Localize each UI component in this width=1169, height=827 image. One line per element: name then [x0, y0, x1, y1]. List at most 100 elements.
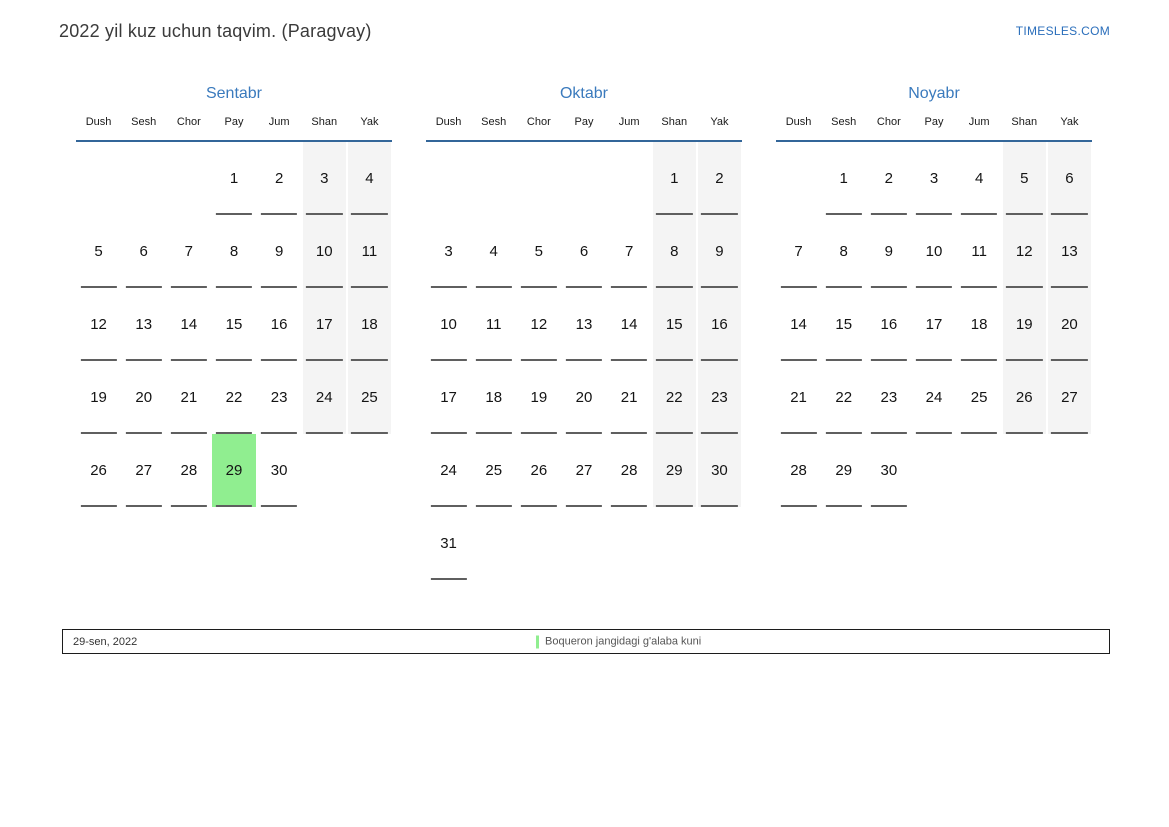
day-sentabr-26: 26 — [77, 434, 120, 507]
day-sentabr-20: 20 — [122, 361, 165, 434]
day-oktabr-31: 31 — [427, 507, 470, 580]
week-row: 24 25 26 27 28 29 30 — [426, 434, 742, 507]
day-sentabr-14: 14 — [167, 288, 210, 361]
day-sentabr-23: 23 — [258, 361, 301, 434]
day-sentabr-4: 4 — [347, 142, 391, 215]
day-noyabr-3: 3 — [912, 142, 955, 215]
day-sentabr-17: 17 — [302, 288, 346, 361]
empty-day-cell — [608, 507, 651, 580]
weekday-label-chor: Chor — [876, 116, 901, 128]
day-oktabr-10: 10 — [427, 288, 470, 361]
day-sentabr-6: 6 — [122, 215, 165, 288]
day-oktabr-5: 5 — [517, 215, 560, 288]
day-oktabr-4: 4 — [472, 215, 515, 288]
weekday-label-shan: Shan — [1011, 116, 1038, 128]
week-row: 26 27 28 29 30 — [76, 434, 392, 507]
day-oktabr-16: 16 — [697, 288, 741, 361]
day-sentabr-18: 18 — [347, 288, 391, 361]
empty-day-cell — [348, 434, 391, 507]
day-oktabr-20: 20 — [562, 361, 605, 434]
weekday-label-chor: Chor — [176, 116, 201, 128]
month-sentabr: Sentabr Dush Sesh Chor Pay Jum Shan Yak 1 2 3 4 5 6 7 8… — [76, 84, 392, 507]
empty-day-cell — [912, 434, 955, 507]
day-sentabr-5: 5 — [77, 215, 120, 288]
footer-event: Boqueron jangidagi g'alaba kuni — [536, 635, 701, 648]
day-noyabr-28: 28 — [777, 434, 820, 507]
weekday-label-jum: Jum — [618, 116, 640, 128]
day-noyabr-10: 10 — [912, 215, 955, 288]
day-oktabr-7: 7 — [608, 215, 651, 288]
day-noyabr-14: 14 — [777, 288, 820, 361]
day-sentabr-21: 21 — [167, 361, 210, 434]
week-row: 10 11 12 13 14 15 16 — [426, 288, 742, 361]
day-oktabr-2: 2 — [697, 142, 741, 215]
weekday-label-pay: Pay — [924, 116, 944, 128]
day-sentabr-1: 1 — [212, 142, 255, 215]
day-noyabr-29: 29 — [822, 434, 865, 507]
empty-day-cell — [427, 142, 470, 215]
day-sentabr-24: 24 — [302, 361, 346, 434]
day-oktabr-28: 28 — [608, 434, 651, 507]
day-noyabr-2: 2 — [867, 142, 910, 215]
day-oktabr-27: 27 — [562, 434, 605, 507]
day-oktabr-11: 11 — [472, 288, 515, 361]
event-color-bar-icon — [536, 635, 539, 648]
day-oktabr-13: 13 — [562, 288, 605, 361]
weekday-label-jum: Jum — [968, 116, 990, 128]
day-noyabr-19: 19 — [1002, 288, 1046, 361]
day-oktabr-9: 9 — [697, 215, 741, 288]
day-noyabr-22: 22 — [822, 361, 865, 434]
week-row: 14 15 16 17 18 19 20 — [776, 288, 1092, 361]
brand-link[interactable]: TIMESLES.COM — [1015, 24, 1110, 38]
day-sentabr-8: 8 — [212, 215, 255, 288]
day-oktabr-15: 15 — [652, 288, 696, 361]
day-sentabr-10: 10 — [302, 215, 346, 288]
day-noyabr-11: 11 — [958, 215, 1001, 288]
empty-day-cell — [517, 507, 560, 580]
day-sentabr-13: 13 — [122, 288, 165, 361]
weekday-label-pay: Pay — [574, 116, 594, 128]
day-sentabr-22: 22 — [212, 361, 255, 434]
day-oktabr-19: 19 — [517, 361, 560, 434]
weekday-label-dush: Dush — [435, 116, 462, 128]
weekday-label-yak: Yak — [710, 116, 729, 128]
weekday-label-yak: Yak — [1060, 116, 1079, 128]
empty-day-cell — [698, 507, 741, 580]
month-title: Noyabr — [908, 85, 960, 102]
weekday-label-sesh: Sesh — [131, 116, 157, 128]
weekday-label-shan: Shan — [661, 116, 688, 128]
day-oktabr-14: 14 — [608, 288, 651, 361]
day-oktabr-21: 21 — [608, 361, 651, 434]
day-noyabr-30: 30 — [867, 434, 910, 507]
empty-day-cell — [958, 434, 1001, 507]
empty-day-cell — [167, 142, 210, 215]
month-oktabr: Oktabr Dush Sesh Chor Pay Jum Shan Yak 1 2 3 4 5 6 7 8 9… — [426, 84, 742, 580]
empty-day-cell — [608, 142, 651, 215]
weekday-header-row: Dush Sesh Chor Pay Jum Shan Yak — [776, 104, 1092, 142]
day-noyabr-24: 24 — [912, 361, 955, 434]
empty-day-cell — [1003, 434, 1046, 507]
weekday-label-shan: Shan — [311, 116, 338, 128]
event-label: Boqueron jangidagi g'alaba kuni — [545, 635, 702, 648]
day-oktabr-6: 6 — [562, 215, 605, 288]
footer-legend: 29-sen, 2022 Boqueron jangidagi g'alaba … — [62, 629, 1110, 654]
empty-day-cell — [122, 142, 165, 215]
week-row: 17 18 19 20 21 22 23 — [426, 361, 742, 434]
empty-day-cell — [562, 507, 605, 580]
weekday-label-sesh: Sesh — [831, 116, 857, 128]
day-noyabr-6: 6 — [1047, 142, 1091, 215]
weekday-label-dush: Dush — [785, 116, 812, 128]
day-oktabr-1: 1 — [652, 142, 696, 215]
week-row: 19 20 21 22 23 24 25 — [76, 361, 392, 434]
week-row: 31 — [426, 507, 742, 580]
weekday-label-sesh: Sesh — [481, 116, 507, 128]
weekday-header-row: Dush Sesh Chor Pay Jum Shan Yak — [426, 104, 742, 142]
empty-day-cell — [1048, 434, 1091, 507]
day-noyabr-1: 1 — [822, 142, 865, 215]
month-noyabr: Noyabr Dush Sesh Chor Pay Jum Shan Yak 1 2 3 4 5 6 7 8 9… — [776, 84, 1092, 507]
day-oktabr-23: 23 — [697, 361, 741, 434]
